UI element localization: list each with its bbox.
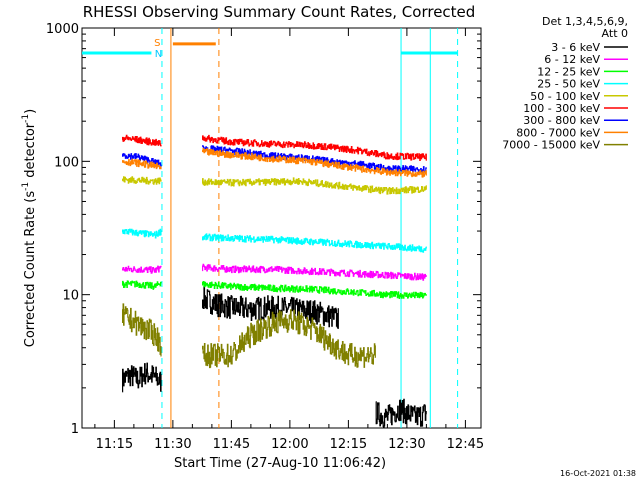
legend-label: 6 - 12 keV — [544, 53, 600, 66]
plot-area: SN — [82, 28, 459, 428]
series-line — [121, 176, 162, 185]
legend-label: 7000 - 15000 keV — [502, 139, 600, 152]
x-tick-label: 11:15 — [96, 437, 133, 452]
series-line — [202, 286, 339, 329]
series-line — [121, 280, 162, 290]
axes: 11:15 11:30 11:45 12:00 12:15 12:30 12:45 1 10 10… — [46, 22, 484, 452]
timestamp: 16-Oct-2021 01:38 — [560, 469, 636, 478]
legend-label: 3 - 6 keV — [551, 41, 600, 54]
x-tick-label: 11:30 — [154, 437, 191, 452]
series-line — [121, 134, 162, 147]
series-line — [202, 309, 376, 369]
legend-label: 100 - 300 keV — [523, 102, 600, 115]
series-line — [375, 398, 427, 428]
x-tick-label: 12:30 — [388, 437, 425, 452]
legend-label: 300 - 800 keV — [523, 114, 600, 127]
legend-header-detectors: Det 1,3,4,5,6,9, — [542, 15, 628, 28]
series-line — [202, 281, 427, 299]
series-line — [202, 134, 427, 161]
y-tick-label: 100 — [54, 155, 79, 170]
y-tick-label: 10 — [62, 289, 79, 304]
series-line — [202, 177, 427, 195]
series-line — [121, 158, 162, 170]
series-line — [121, 303, 162, 357]
series-line — [121, 362, 162, 393]
legend-label: 12 - 25 keV — [537, 65, 600, 78]
legend-header-attenuator: Att 0 — [602, 27, 628, 40]
chart-title: RHESSI Observing Summary Count Rates, Co… — [83, 3, 476, 21]
series-line — [121, 265, 162, 274]
x-tick-label: 12:00 — [271, 437, 308, 452]
y-axis-label: Corrected Count Rate (s-1 detector-1) — [21, 109, 38, 347]
legend-label: 25 - 50 keV — [537, 78, 600, 91]
x-tick-label: 12:15 — [330, 437, 367, 452]
series-line — [121, 153, 162, 168]
saa-flag-label: S — [154, 38, 160, 49]
y-tick-label: 1 — [71, 422, 79, 437]
x-tick-label: 11:45 — [213, 437, 250, 452]
series-line — [202, 233, 427, 253]
series-line — [121, 228, 162, 239]
x-axis-label: Start Time (27-Aug-10 11:06:42) — [174, 456, 386, 471]
plot-frame — [81, 27, 482, 429]
x-tick-label: 12:45 — [447, 437, 484, 452]
legend-label: 800 - 7000 keV — [516, 126, 600, 139]
night-flag-label: N — [155, 49, 162, 60]
series-line — [202, 147, 427, 178]
legend-label: 50 - 100 keV — [530, 90, 600, 103]
y-tick-label: 1000 — [46, 22, 79, 37]
series-line — [202, 263, 427, 281]
